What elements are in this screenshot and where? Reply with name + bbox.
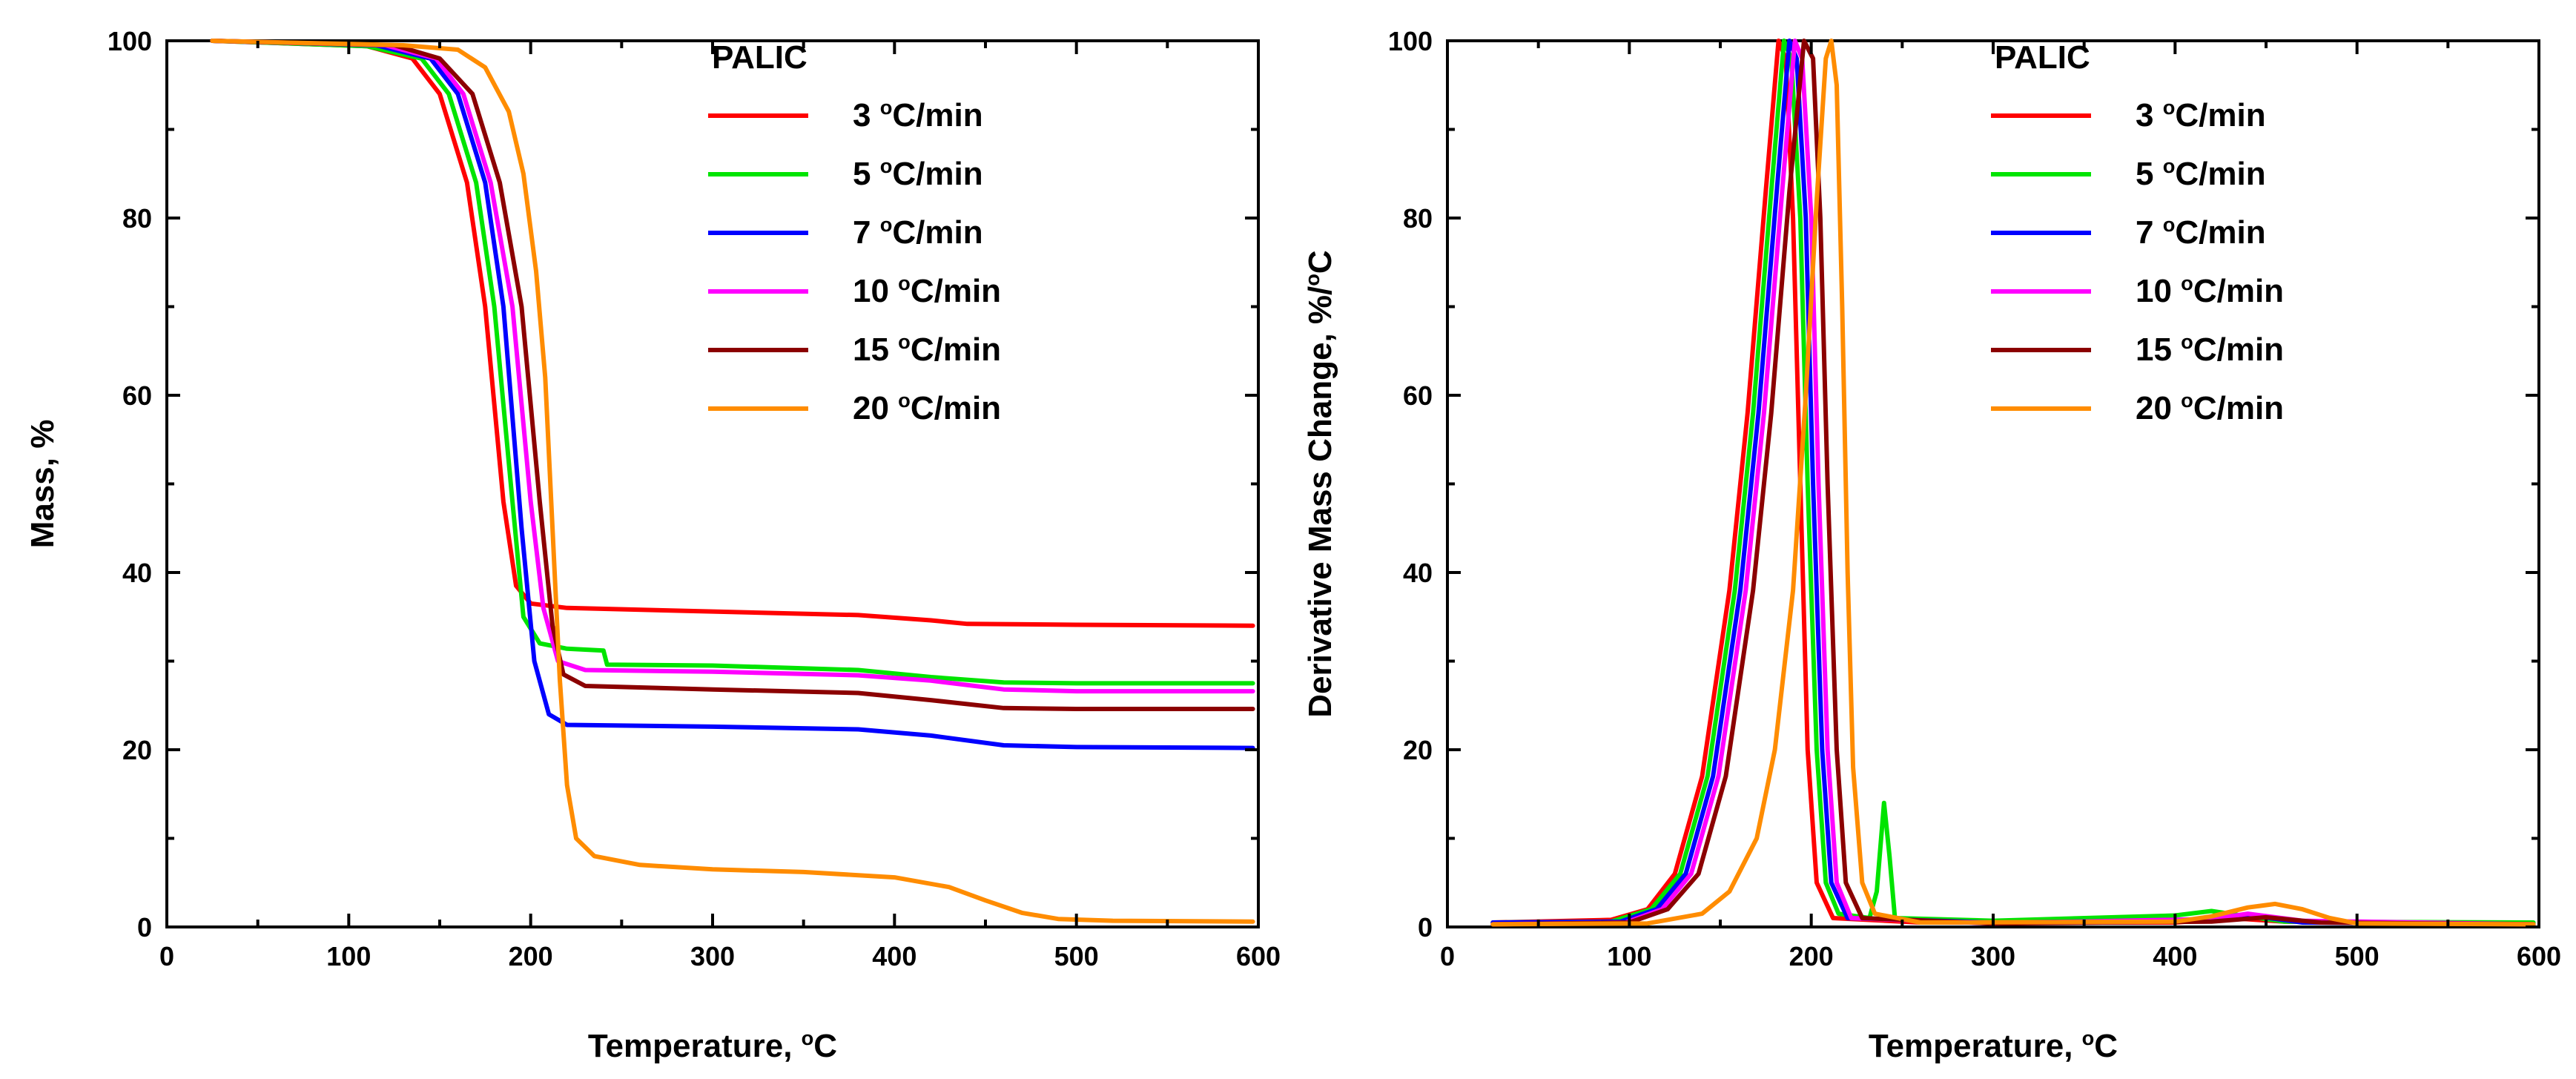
series-group [210,39,1255,924]
legend-item: 15 oC/min [708,330,1001,368]
legend-label: 20 oC/min [2136,389,2284,426]
legend-label: 3 oC/min [2136,96,2266,133]
x-tick-label: 200 [509,941,553,971]
y-tick-label: 80 [1403,203,1433,234]
x-tick-label: 0 [159,941,174,971]
legend-item: 7 oC/min [1991,213,2266,251]
legend-label: 7 oC/min [2136,213,2266,251]
y-tick-label: 0 [1418,912,1433,943]
y-axis-title: Mass, % [24,420,61,549]
legend: PALIC 3 oC/min 5 oC/min 7 oC/min 10 oC/min 15… [708,39,1001,426]
legend-item: 20 oC/min [1991,389,2284,426]
x-tick-label: 600 [1236,941,1281,971]
series-line-3 [210,39,1255,694]
y-tick-label: 60 [1403,380,1433,411]
legend-title: PALIC [1995,39,2090,76]
legend-label: 10 oC/min [853,271,1001,309]
series-line-2 [210,39,1255,750]
legend-item: 5 oC/min [708,154,983,192]
x-tick-label: 0 [1440,941,1455,971]
y-tick-label: 100 [108,26,152,56]
x-tick-label: 200 [1789,941,1834,971]
y-axis-title: Derivative Mass Change, %/oC [1301,250,1338,717]
y-tick-label: 100 [1388,26,1433,56]
legend-label: 15 oC/min [853,330,1001,368]
legend-label: 15 oC/min [2136,330,2284,368]
legend-label: 7 oC/min [853,213,983,251]
legend-title: PALIC [712,39,808,76]
legend-label: 10 oC/min [2136,271,2284,309]
x-tick-label: 100 [326,941,371,971]
series-line-1 [210,39,1255,686]
legend-item: 7 oC/min [708,213,983,251]
x-tick-label: 600 [2517,941,2561,971]
series-line-1 [1490,39,2536,925]
x-tick-label: 100 [1607,941,1651,971]
legend-label: 5 oC/min [853,154,983,192]
x-tick-label: 400 [2153,941,2197,971]
legend-label: 20 oC/min [853,389,1001,426]
x-tick-label: 300 [1971,941,2015,971]
y-tick-label: 0 [137,912,152,943]
series-line-5 [1490,39,2536,927]
y-tick-label: 40 [122,558,152,588]
derivative-mass-chart: 0 100 200 300 400 500 600 0 20 40 60 80 100 Temperatu… [1301,26,2561,1064]
y-tick-label: 20 [122,735,152,765]
x-axis-title: Temperature, oC [1869,1026,2118,1064]
legend-item: 15 oC/min [1991,330,2284,368]
legend-label: 5 oC/min [2136,154,2266,192]
x-tick-label: 400 [872,941,917,971]
y-tick-label: 60 [122,380,152,411]
legend-item: 10 oC/min [1991,271,2284,309]
x-tick-label: 300 [690,941,735,971]
legend-item: 3 oC/min [708,96,983,133]
legend-item: 5 oC/min [1991,154,2266,192]
legend-item: 20 oC/min [708,389,1001,426]
legend-label: 3 oC/min [853,96,983,133]
mass-chart: 0 100 200 300 400 500 600 0 20 40 60 80 100 Temperatu… [24,26,1281,1064]
y-tick-label: 80 [122,203,152,234]
series-line-5 [210,39,1255,924]
y-tick-label: 40 [1403,558,1433,588]
x-axis-title: Temperature, oC [588,1026,837,1064]
y-tick-label: 20 [1403,735,1433,765]
legend: PALIC 3 oC/min 5 oC/min 7 oC/min 10 oC/min 15… [1991,39,2284,426]
legend-item: 10 oC/min [708,271,1001,309]
series-line-0 [210,39,1255,628]
x-tick-label: 500 [2335,941,2380,971]
series-line-4 [210,39,1255,711]
x-tick-label: 500 [1054,941,1099,971]
legend-item: 3 oC/min [1991,96,2266,133]
